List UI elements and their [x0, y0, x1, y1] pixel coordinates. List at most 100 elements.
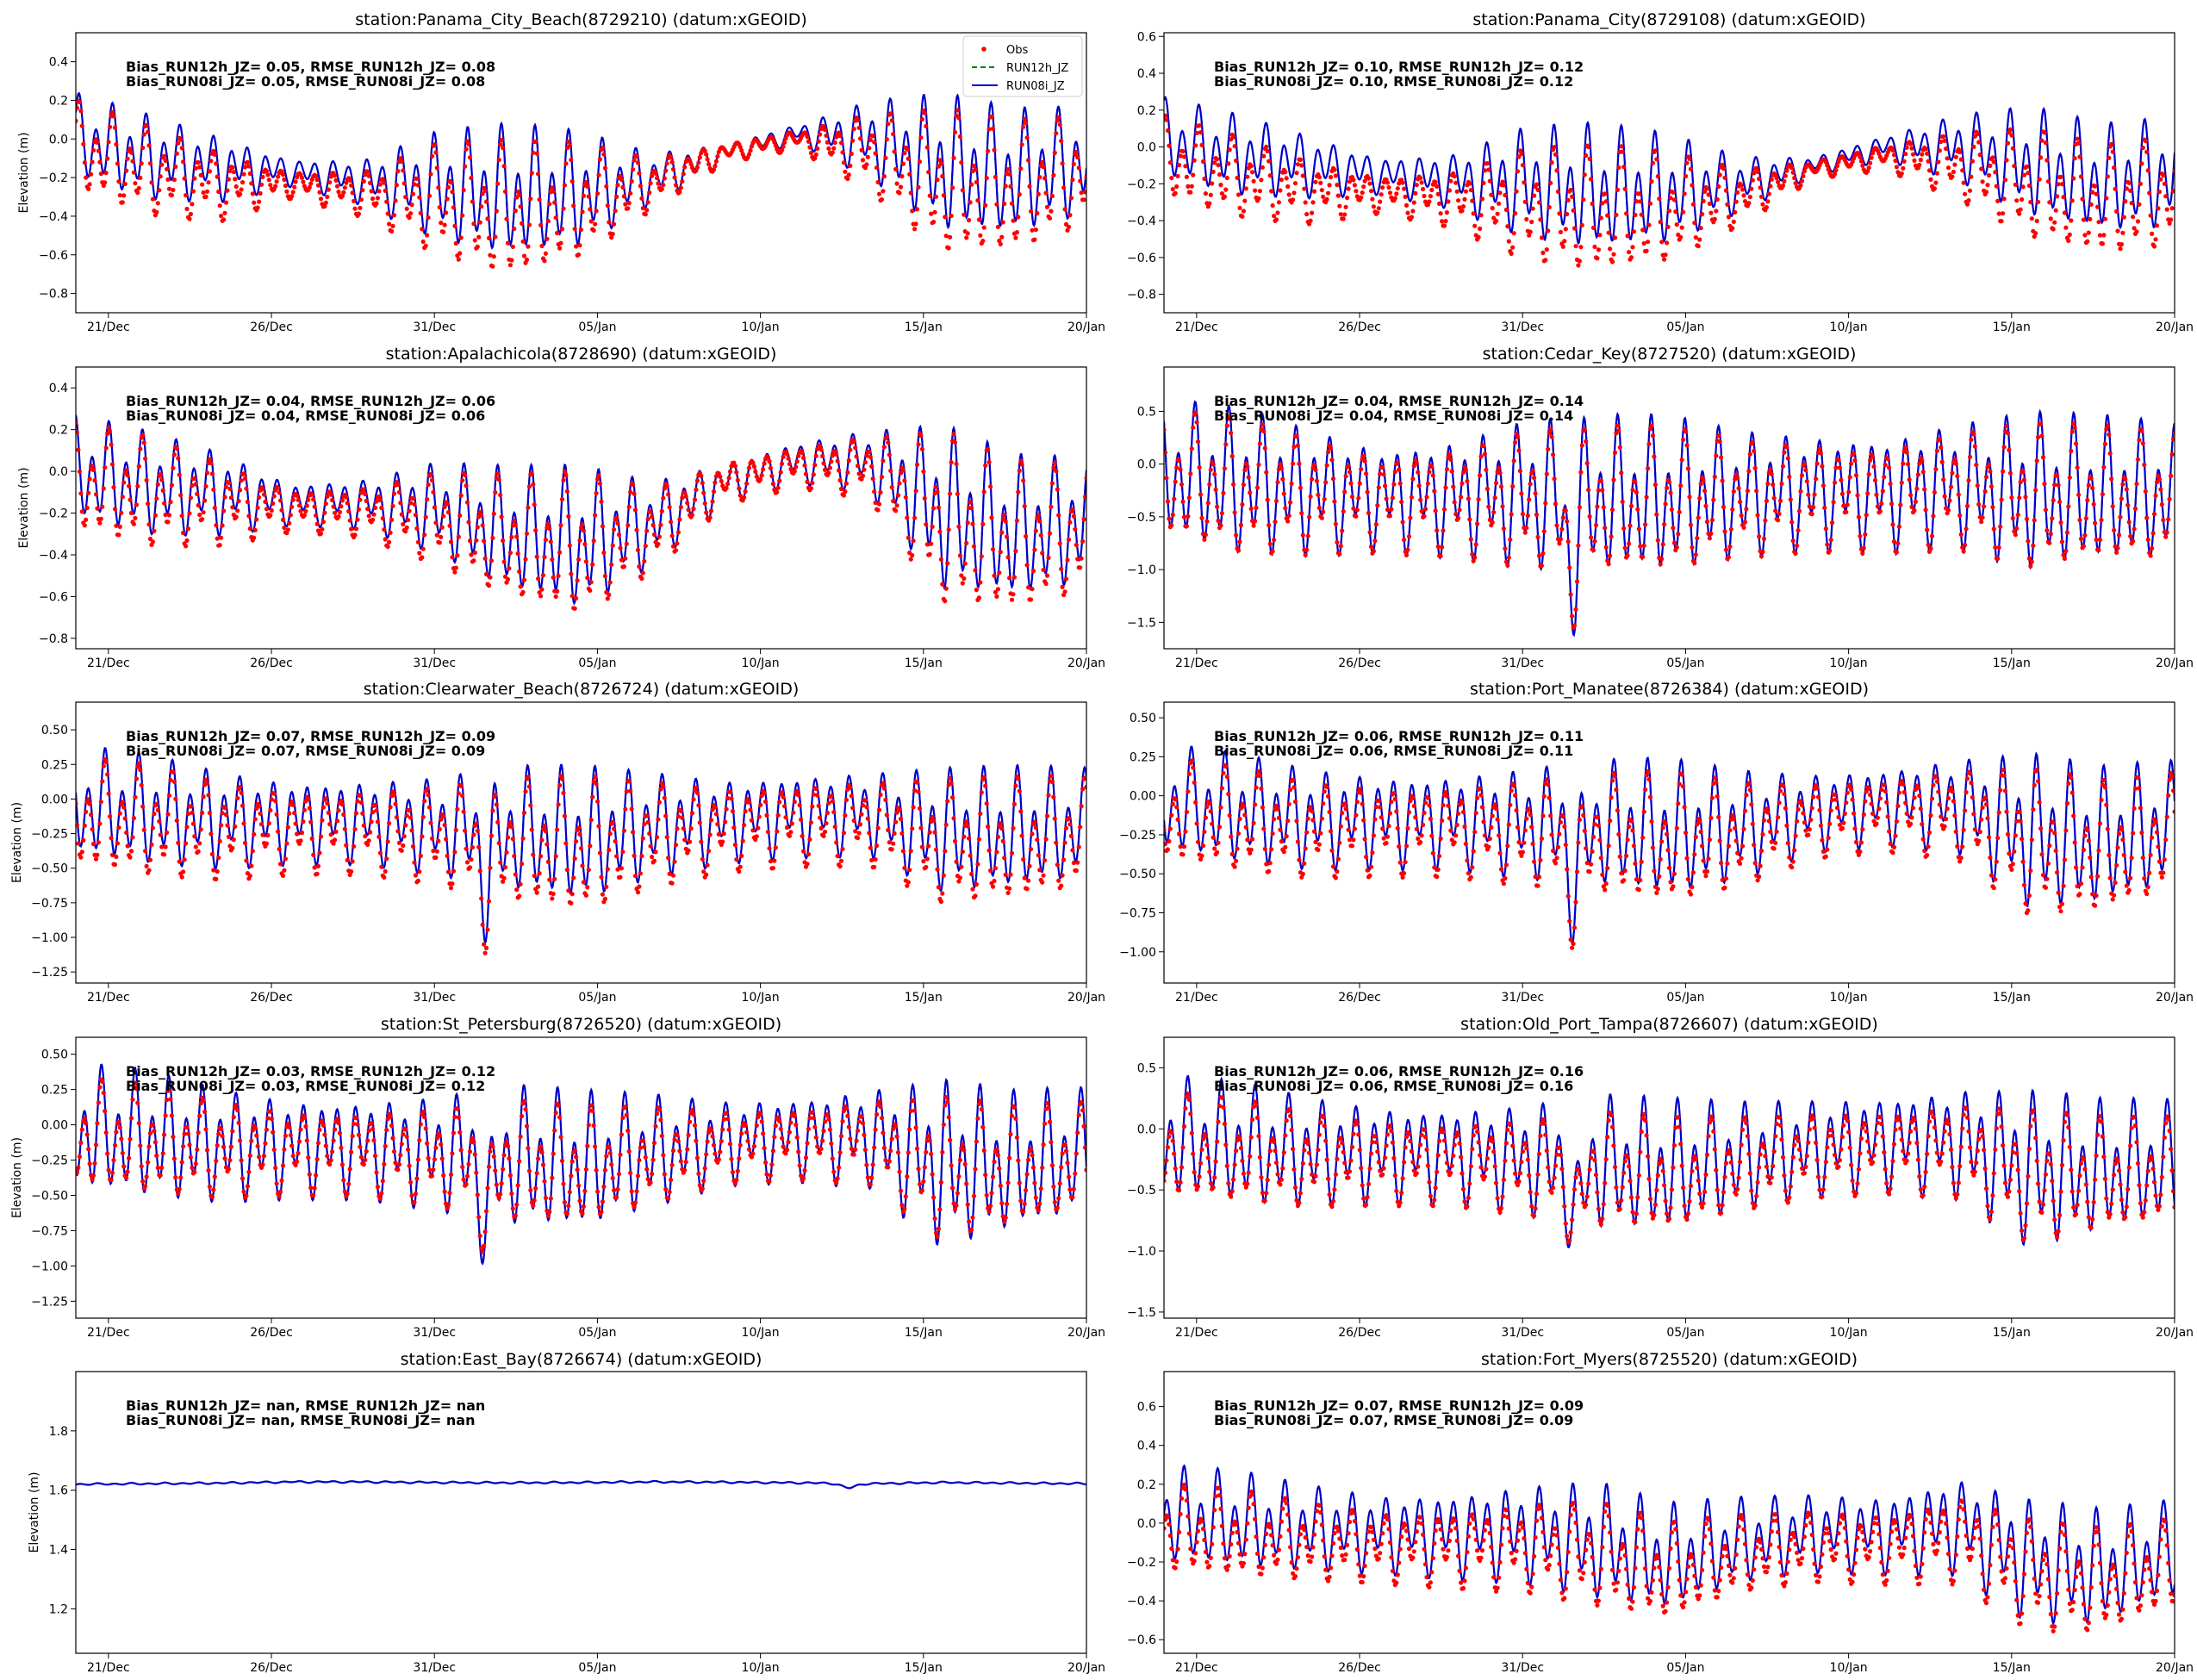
obs-point — [1702, 189, 1708, 194]
obs-point — [1649, 179, 1654, 184]
obs-point — [1425, 795, 1430, 800]
obs-point — [125, 473, 130, 478]
obs-point — [997, 238, 1002, 244]
obs-point — [2096, 547, 2101, 553]
obs-point — [1679, 457, 1684, 463]
obs-point — [226, 834, 231, 840]
obs-point — [2170, 189, 2175, 194]
obs-point — [742, 495, 747, 501]
obs-point — [1890, 147, 1895, 153]
obs-point — [1342, 489, 1347, 495]
obs-point — [477, 220, 482, 225]
obs-point — [1831, 500, 1836, 505]
x-tick-label: 21/Dec — [1175, 320, 1218, 334]
obs-point — [339, 802, 345, 807]
obs-point — [1017, 788, 1022, 793]
obs-point — [323, 501, 328, 507]
obs-point — [266, 177, 271, 183]
obs-point — [1503, 546, 1508, 551]
obs-point — [369, 189, 374, 194]
obs-point — [264, 507, 269, 512]
obs-point — [604, 884, 609, 889]
obs-point — [1565, 519, 1570, 524]
obs-point — [850, 138, 856, 143]
obs-point — [1026, 878, 1031, 883]
obs-point — [1459, 800, 1465, 806]
y-tick-label: 0.00 — [41, 793, 68, 806]
obs-point — [1433, 179, 1438, 184]
obs-point — [1318, 180, 1323, 185]
obs-point — [2124, 186, 2129, 191]
obs-point — [591, 538, 596, 544]
obs-point — [1609, 259, 1615, 264]
obs-point — [1608, 818, 1613, 824]
obs-point — [1712, 216, 1717, 221]
obs-point — [109, 852, 115, 858]
obs-point — [149, 842, 154, 847]
obs-point — [211, 148, 216, 153]
obs-point — [2138, 181, 2143, 186]
obs-point — [1787, 855, 1792, 860]
obs-point — [1288, 787, 1293, 793]
obs-point — [981, 489, 986, 495]
obs-point — [908, 557, 913, 562]
obs-point — [2132, 526, 2137, 532]
obs-point — [1413, 190, 1418, 196]
obs-point — [1453, 180, 1459, 185]
obs-point — [1005, 167, 1011, 172]
obs-point — [1338, 824, 1343, 829]
obs-point — [179, 874, 184, 880]
obs-point — [318, 531, 324, 537]
obs-point — [1446, 803, 1451, 808]
obs-point — [1522, 530, 1528, 535]
obs-point — [448, 180, 454, 185]
obs-point — [311, 497, 316, 502]
obs-point — [425, 497, 430, 502]
obs-series — [1164, 758, 2175, 950]
obs-point — [1196, 839, 1201, 845]
obs-point — [1055, 487, 1060, 492]
y-tick-label: 0.50 — [41, 724, 68, 737]
obs-point — [1508, 537, 1513, 542]
obs-point — [288, 513, 293, 518]
obs-point — [1688, 892, 1693, 897]
obs-point — [1519, 491, 1524, 496]
obs-point — [1259, 786, 1264, 792]
obs-point — [1212, 471, 1217, 477]
obs-point — [1807, 827, 1812, 832]
obs-point — [1600, 872, 1605, 877]
obs-point — [1793, 551, 1798, 557]
obs-point — [777, 800, 782, 805]
obs-point — [1735, 190, 1740, 195]
stats-line-1: Bias_RUN12h_JZ= 0.07, RMSE_RUN12h_JZ= 0.… — [126, 728, 495, 744]
obs-point — [202, 498, 208, 503]
obs-point — [124, 468, 129, 473]
obs-point — [1950, 174, 1955, 179]
obs-point — [773, 143, 778, 148]
y-tick-label: −0.2 — [39, 507, 68, 521]
obs-point — [463, 828, 468, 833]
obs-point — [1678, 234, 1684, 240]
obs-point — [2137, 202, 2142, 207]
obs-point — [464, 500, 470, 505]
obs-point — [1717, 439, 1722, 445]
obs-point — [1684, 831, 1689, 836]
obs-point — [1641, 543, 1646, 548]
obs-point — [1806, 492, 1811, 497]
obs-point — [864, 453, 869, 458]
obs-point — [1079, 804, 1084, 809]
obs-point — [422, 532, 427, 538]
obs-point — [1432, 488, 1437, 494]
obs-point — [274, 179, 279, 184]
obs-point — [279, 507, 284, 513]
obs-series — [76, 420, 1086, 611]
obs-point — [1647, 794, 1653, 800]
obs-point — [1636, 526, 1641, 532]
obs-point — [1008, 872, 1013, 877]
obs-point — [1630, 488, 1635, 493]
obs-point — [1240, 502, 1245, 507]
obs-point — [536, 884, 541, 889]
obs-point — [314, 513, 319, 518]
y-tick-label: −0.4 — [39, 549, 68, 563]
obs-point — [1976, 838, 1982, 843]
